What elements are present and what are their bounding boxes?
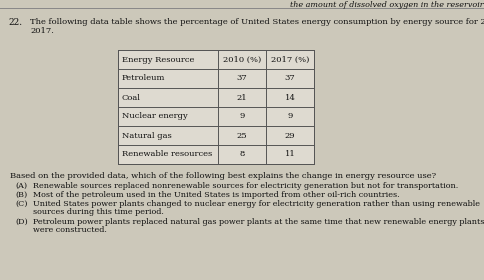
Text: 22.: 22.	[8, 18, 22, 27]
Text: 2010 (%): 2010 (%)	[223, 55, 260, 64]
Text: 29: 29	[284, 132, 295, 139]
Text: Petroleum power plants replaced natural gas power plants at the same time that n: Petroleum power plants replaced natural …	[33, 218, 484, 226]
Text: Based on the provided data, which of the following best explains the change in e: Based on the provided data, which of the…	[10, 172, 435, 180]
Text: the amount of dissolved oxygen in the reservoir: the amount of dissolved oxygen in the re…	[290, 1, 483, 9]
Text: 9: 9	[239, 113, 244, 120]
Text: Nuclear energy: Nuclear energy	[122, 113, 187, 120]
Text: were constructed.: were constructed.	[33, 226, 106, 234]
Text: Petroleum: Petroleum	[122, 74, 165, 83]
Text: 25: 25	[236, 132, 247, 139]
Text: Energy Resource: Energy Resource	[122, 55, 194, 64]
Text: 2017 (%): 2017 (%)	[270, 55, 308, 64]
Text: 14: 14	[284, 94, 295, 102]
Text: 21: 21	[236, 94, 247, 102]
Text: 8: 8	[239, 151, 244, 158]
Text: (A): (A)	[15, 182, 27, 190]
Text: 37: 37	[284, 74, 295, 83]
Text: Natural gas: Natural gas	[122, 132, 171, 139]
Text: 2017.: 2017.	[30, 27, 54, 35]
Text: (D): (D)	[15, 218, 28, 226]
Text: 9: 9	[287, 113, 292, 120]
Text: (C): (C)	[15, 200, 28, 208]
Text: 11: 11	[284, 151, 295, 158]
Text: 37: 37	[236, 74, 247, 83]
Text: Renewable sources replaced nonrenewable sources for electricity generation but n: Renewable sources replaced nonrenewable …	[33, 182, 457, 190]
Text: Most of the petroleum used in the United States is imported from other oil-rich : Most of the petroleum used in the United…	[33, 191, 399, 199]
Text: The following data table shows the percentage of United States energy consumptio: The following data table shows the perce…	[30, 18, 484, 26]
Text: United States power plants changed to nuclear energy for electricity generation : United States power plants changed to nu…	[33, 200, 479, 208]
Text: Coal: Coal	[122, 94, 141, 102]
Text: Renewable resources: Renewable resources	[122, 151, 212, 158]
Bar	[118, 50, 313, 164]
Text: sources during this time period.: sources during this time period.	[33, 208, 164, 216]
Text: (B): (B)	[15, 191, 27, 199]
